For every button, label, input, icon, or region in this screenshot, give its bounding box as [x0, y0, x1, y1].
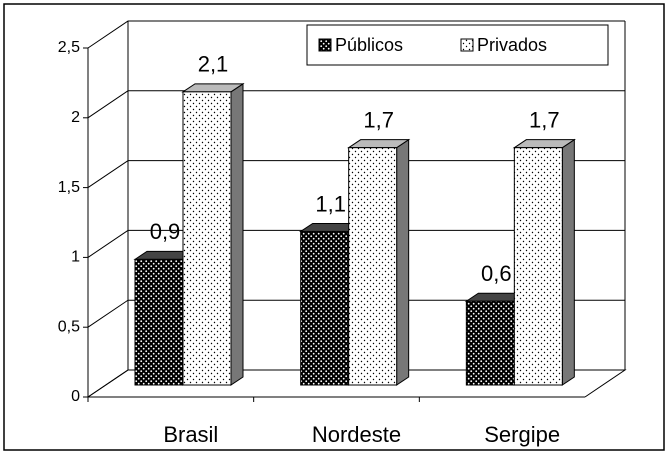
value-label: 1,7	[363, 107, 394, 132]
bar	[347, 138, 411, 386]
bar-face	[300, 230, 350, 386]
bar-face	[513, 147, 563, 386]
bar	[181, 82, 245, 386]
x-tick-label: Sergipe	[484, 422, 560, 447]
bar-face	[134, 258, 184, 386]
legend	[306, 24, 609, 66]
y-tick-label: 0	[71, 388, 80, 405]
grid-line	[87, 160, 625, 189]
grid-line	[87, 369, 625, 398]
grid-line	[87, 299, 625, 328]
bar-face	[230, 82, 244, 386]
grid-line	[87, 229, 625, 258]
legend-swatch	[460, 38, 474, 52]
x-tick-label: Nordeste	[312, 422, 401, 447]
y-tick-label: 2,5	[58, 39, 80, 56]
value-label: 2,1	[198, 52, 229, 77]
grid-line	[87, 90, 625, 119]
value-label: 1,7	[529, 107, 560, 132]
legend-swatch	[318, 38, 332, 52]
bar-face	[396, 138, 410, 386]
legend-label: Públicos	[335, 35, 403, 55]
value-label: 1,1	[315, 191, 346, 216]
legend-label: Privados	[477, 35, 547, 55]
y-tick-label: 1,5	[58, 179, 80, 196]
y-tick-label: 1	[71, 249, 80, 266]
value-label: 0,6	[481, 261, 512, 286]
bar-face	[465, 300, 515, 386]
x-tick-label: Brasil	[163, 422, 218, 447]
bar	[512, 138, 576, 386]
bar-face	[182, 91, 232, 386]
bar-face	[561, 138, 575, 386]
y-tick-label: 2	[71, 109, 80, 126]
bar-face	[348, 147, 398, 386]
grid-line	[87, 20, 625, 49]
value-label: 0,9	[150, 219, 181, 244]
y-tick-label: 0,5	[58, 318, 80, 335]
